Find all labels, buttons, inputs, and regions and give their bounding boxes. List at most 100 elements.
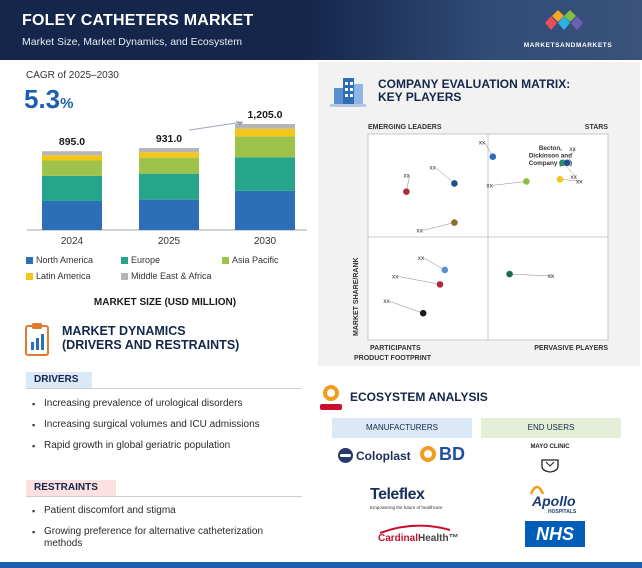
company-point	[441, 266, 449, 274]
header-banner: FOLEY CATHETERS MARKET Market Size, Mark…	[0, 0, 642, 60]
driver-item: Increasing prevalence of urological diso…	[32, 398, 302, 410]
cagr-unit: %	[60, 95, 74, 112]
legend-label: North America	[36, 255, 94, 265]
point-label: xx	[479, 140, 486, 147]
company-point	[556, 176, 564, 183]
highlight-label-line: Company (US)	[529, 160, 572, 167]
drivers-heading: DRIVERS	[26, 372, 92, 388]
legend-item: Asia Pacific	[222, 255, 279, 265]
point-label: xx	[429, 164, 436, 171]
legend-item: North America	[26, 255, 93, 265]
restraints-list: Patient discomfort and stigma Growing pr…	[32, 505, 292, 559]
restraints-heading: RESTRAINTS	[26, 480, 116, 496]
total-label-2024: 895.0	[59, 136, 85, 148]
point-leader-line	[422, 222, 455, 231]
bar-segment-2025-0	[139, 199, 199, 230]
legend-swatch	[222, 256, 229, 264]
legend-item: Latin America	[26, 271, 91, 281]
bar-segment-2030-4	[235, 123, 295, 129]
point-label: xx	[548, 273, 555, 280]
x-tick-2030: 2030	[254, 236, 277, 247]
bar-segment-2030-0	[235, 190, 295, 230]
legend-swatch	[26, 272, 33, 280]
page-title: FOLEY CATHETERS MARKET	[22, 12, 254, 29]
company-point	[451, 180, 458, 187]
x-axis-label: PRODUCT FOOTPRINT	[354, 355, 432, 362]
bd-logo: BD	[420, 444, 465, 465]
header-background-graphic	[302, 0, 642, 60]
point-leader-line	[423, 257, 445, 271]
total-label-2030: 1,205.0	[247, 109, 282, 121]
bar-segment-2024-4	[42, 151, 102, 156]
bar-segment-2024-1	[42, 175, 102, 201]
matrix-title-line2: KEY PLAYERS	[378, 90, 462, 104]
legend-swatch	[26, 256, 33, 264]
drivers-divider	[26, 388, 302, 389]
matrix-title-line1: COMPANY EVALUATION MATRIX:	[378, 77, 571, 91]
growth-arrow-head	[236, 120, 243, 127]
point-leader-line	[509, 273, 554, 277]
clipboard-chart-icon	[25, 323, 49, 356]
legend-label: Asia Pacific	[232, 255, 279, 265]
bar-segment-2030-2	[235, 136, 295, 158]
cardinal-health-logo: CardinalHealth™	[378, 533, 459, 544]
cagr-number: 5.3	[24, 84, 61, 114]
trademark: ™	[448, 533, 459, 544]
teleflex-logo: Teleflex	[370, 486, 425, 503]
apollo-logo: Apollo	[532, 493, 576, 509]
bar-segment-2024-0	[42, 200, 102, 230]
end-users-header: END USERS	[481, 418, 621, 438]
quadrant-stars: STARS	[585, 124, 609, 131]
legend-item: Europe	[121, 255, 160, 265]
point-label: xx	[569, 146, 576, 153]
y-axis-label: MARKET SHARE/RANK	[353, 257, 360, 336]
coloplast-logo: Coloplast	[338, 448, 411, 463]
company-point	[436, 281, 444, 288]
company-point	[489, 153, 497, 160]
point-leader-line	[435, 167, 455, 184]
market-size-bar-chart: 895.0 2024 931.0 2025 1,205.0 2030	[27, 109, 307, 247]
page-subtitle: Market Size, Market Dynamics, and Ecosys…	[22, 36, 242, 48]
cardinal-swoosh-icon	[379, 524, 451, 534]
point-label: xx	[576, 178, 583, 185]
company-point	[559, 159, 566, 167]
restraints-divider	[26, 496, 302, 497]
point-label: xx	[418, 255, 425, 262]
coloplast-text: Coloplast	[356, 449, 411, 463]
market-size-label: MARKET SIZE (USD MILLION)	[93, 297, 237, 308]
point-leader-line	[389, 300, 424, 314]
coloplast-icon	[338, 448, 353, 463]
restraint-item: Patient discomfort and stigma	[32, 505, 292, 517]
nhs-logo: NHS	[525, 521, 585, 547]
highlight-label-line: Becton,	[539, 145, 562, 152]
company-point	[523, 178, 530, 185]
quadrant-emerging-leaders: EMERGING LEADERS	[368, 124, 442, 131]
legend-label: Middle East & Africa	[131, 271, 212, 281]
growth-arrow-line	[188, 121, 244, 131]
highlight-label-line: Dickinson and	[529, 153, 572, 160]
logo-text: MARKETSANDMARKETS	[523, 42, 613, 49]
point-label: xx	[383, 298, 390, 305]
company-point	[419, 309, 427, 317]
cagr-value: 5.3%	[24, 84, 74, 115]
legend-swatch	[121, 272, 128, 280]
company-point	[451, 219, 458, 226]
quadrant-participants: PARTICIPANTS	[370, 345, 421, 352]
ecosystem-icon	[320, 385, 342, 410]
apollo-mark-icon	[529, 485, 545, 495]
driver-item: Increasing surgical volumes and ICU admi…	[32, 419, 302, 431]
bar-segment-2025-1	[139, 173, 199, 200]
point-label: xx	[403, 173, 410, 180]
legend-item: Middle East & Africa	[121, 271, 212, 281]
legend-swatch	[121, 256, 128, 264]
bar-segment-2025-4	[139, 148, 199, 153]
bd-sun-icon	[420, 446, 436, 462]
quadrant-pervasive-players: PERVASIVE PLAYERS	[534, 345, 608, 352]
point-label: xx	[392, 273, 399, 280]
apollo-subtitle: HOSPITALS	[548, 509, 577, 515]
bottom-accent-bar	[0, 562, 642, 568]
bar-segment-2024-3	[42, 155, 102, 161]
market-dynamics-title-line2: (DRIVERS AND RESTRAINTS)	[62, 338, 240, 352]
market-dynamics-title-line1: MARKET DYNAMICS	[62, 324, 186, 338]
ecosystem-title: ECOSYSTEM ANALYSIS	[350, 390, 488, 404]
